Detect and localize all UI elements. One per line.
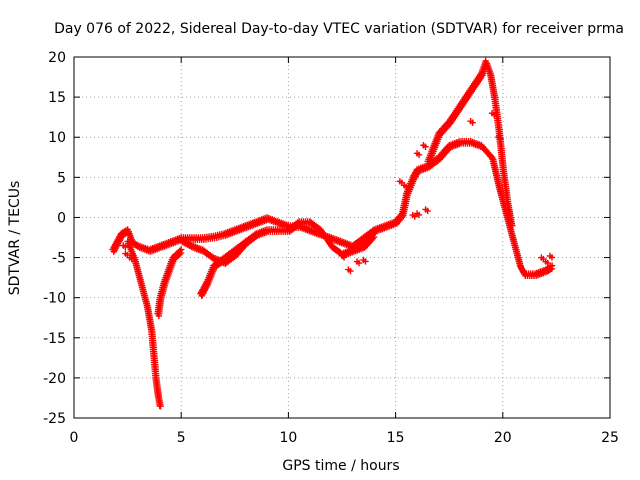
y-tick-label: 0	[57, 210, 66, 226]
data-point	[415, 211, 423, 219]
data-point	[156, 402, 163, 410]
data-point	[347, 267, 354, 275]
data-point	[355, 259, 363, 267]
data-point	[497, 135, 504, 142]
data-point	[362, 258, 369, 265]
y-tick-label: 10	[48, 130, 66, 146]
y-tick-label: -5	[52, 251, 66, 267]
data-point	[548, 254, 556, 261]
data-point	[122, 243, 129, 251]
y-axis: -25 -20 -15 -10 -5 0 5 10 15 20	[43, 50, 610, 427]
y-tick-label: 15	[48, 90, 66, 106]
data-point	[469, 119, 476, 126]
y-tick-label: 5	[57, 170, 66, 186]
x-axis: 0 5 10 15 20 25	[70, 57, 619, 446]
data-point	[415, 151, 423, 158]
data-point	[424, 207, 431, 215]
x-tick-label: 5	[177, 430, 186, 446]
x-tick-label: 20	[494, 430, 512, 446]
data-point	[370, 230, 378, 237]
series-dip-recovery	[154, 246, 185, 320]
data-point	[178, 246, 185, 253]
chart-title: Day 076 of 2022, Sidereal Day-to-day VTE…	[54, 21, 624, 37]
y-tick-label: -10	[43, 291, 66, 307]
data-points	[109, 57, 556, 410]
plot-frame	[73, 56, 611, 419]
data-point	[508, 222, 515, 229]
data-point	[402, 183, 410, 191]
x-tick-label: 25	[601, 430, 619, 446]
series-fragments	[120, 109, 556, 275]
series-loop-track	[178, 218, 378, 267]
data-point	[544, 259, 551, 267]
y-tick-label: -25	[43, 411, 66, 427]
x-axis-label: GPS time / hours	[282, 458, 399, 474]
series-deep-dip	[124, 238, 164, 410]
data-point	[490, 111, 498, 118]
y-tick-label: -15	[43, 331, 66, 347]
x-tick-label: 10	[279, 430, 297, 446]
y-tick-label: 20	[48, 50, 66, 66]
data-point	[548, 262, 556, 269]
data-point	[340, 254, 348, 261]
data-point	[128, 255, 135, 263]
y-tick-label: -20	[43, 371, 66, 387]
series-upper-branch	[424, 57, 516, 229]
x-tick-label: 0	[70, 430, 79, 446]
x-tick-label: 15	[387, 430, 405, 446]
data-point	[422, 143, 429, 150]
y-axis-label: SDTVAR / TECUs	[7, 181, 23, 296]
